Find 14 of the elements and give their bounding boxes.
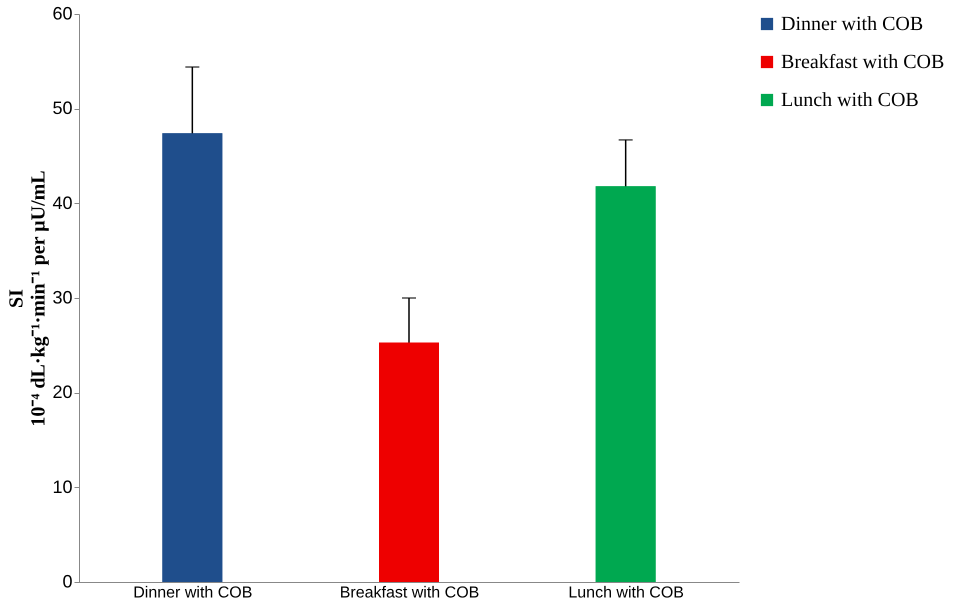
x-tick-label: Breakfast with COB	[340, 584, 480, 602]
legend-label: Lunch with COB	[781, 89, 919, 111]
y-axis-title: SI 10⁻⁴ dL·kg⁻¹·min⁻¹ per µU/mL	[5, 170, 50, 427]
legend-label: Breakfast with COB	[781, 51, 944, 73]
y-tick-label: 20	[52, 382, 72, 402]
x-tick-label: Dinner with COB	[133, 584, 252, 602]
x-tick-label: Lunch with COB	[568, 584, 684, 602]
y-tick-label: 10	[52, 476, 72, 497]
y-tick-label: 40	[52, 192, 72, 213]
y-tick-label: 30	[52, 288, 72, 308]
y-tick-label: 0	[62, 572, 72, 592]
y-tick-label: 60	[52, 4, 72, 24]
legend-label: Dinner with COB	[781, 13, 924, 35]
y-tick-label: 50	[52, 98, 72, 118]
